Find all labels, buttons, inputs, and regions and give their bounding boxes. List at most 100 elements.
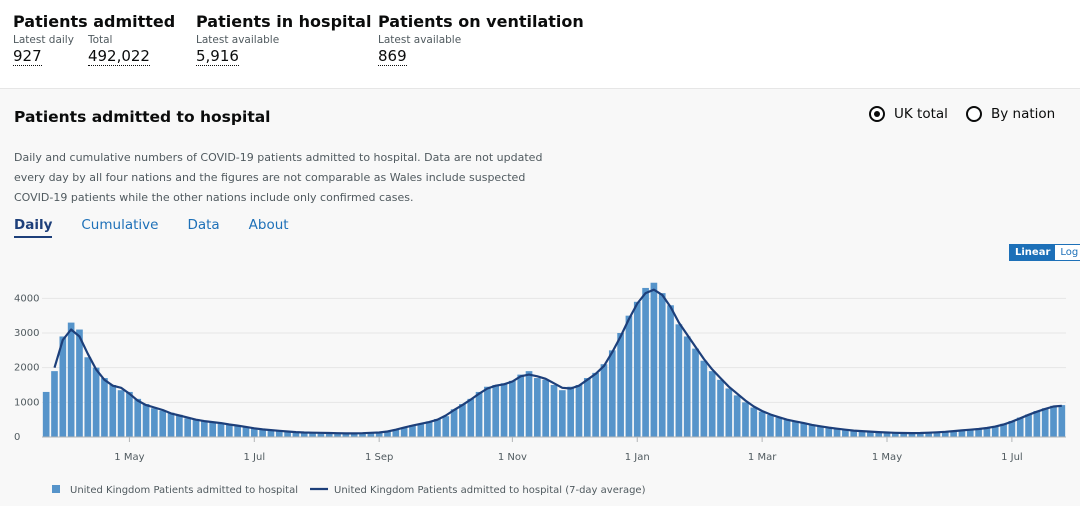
bar — [717, 379, 724, 437]
headline-stat: Patients in hospital Latest available 5,91… — [196, 12, 371, 66]
stat-cell: Total 492,022 — [87, 34, 150, 66]
bar — [267, 430, 275, 437]
bar — [126, 391, 133, 437]
scale-button[interactable]: Linear — [1010, 245, 1056, 260]
bar — [492, 385, 500, 437]
bar — [259, 429, 266, 437]
x-tick-label: 1 Mar — [748, 452, 777, 463]
bar — [850, 430, 858, 437]
tab[interactable]: Daily — [14, 217, 53, 238]
bar — [384, 431, 391, 437]
stat-label: Latest daily — [13, 34, 74, 46]
bar — [367, 432, 375, 437]
bar — [375, 432, 383, 437]
x-tick-label: 1 Nov — [498, 452, 527, 463]
bar — [650, 282, 658, 437]
bar — [908, 433, 916, 437]
stat-value[interactable]: 492,022 — [87, 47, 150, 66]
bar — [575, 385, 583, 437]
y-tick-label: 0 — [14, 432, 20, 443]
y-tick-label: 3000 — [14, 328, 39, 339]
bar — [867, 431, 874, 437]
tab[interactable]: About — [248, 217, 289, 233]
stat-label: Latest available — [196, 34, 280, 46]
bar — [101, 378, 108, 437]
bar — [1000, 423, 1007, 437]
average-line — [53, 288, 1062, 435]
stat-value[interactable]: 927 — [13, 47, 42, 66]
bar — [425, 421, 433, 437]
x-tick-label: 1 Jan — [625, 452, 650, 463]
bar — [467, 398, 475, 437]
bar — [509, 380, 516, 437]
bar — [700, 360, 708, 437]
bar — [958, 430, 966, 437]
bar — [1016, 417, 1024, 437]
bar — [459, 404, 466, 437]
radio-option[interactable]: UK total — [869, 106, 948, 122]
legend-label: United Kingdom Patients admitted to hosp… — [70, 485, 298, 496]
description: Daily and cumulative numbers of COVID-19… — [14, 151, 543, 204]
scale-toggle: Linear Log — [1009, 244, 1080, 261]
stat-label: Total — [87, 34, 113, 46]
bar — [309, 432, 316, 437]
bar — [742, 402, 749, 437]
bar — [292, 431, 300, 437]
bar — [567, 386, 574, 437]
bar — [758, 411, 766, 437]
bar — [234, 425, 241, 437]
bar — [1025, 414, 1032, 437]
scale-button[interactable]: Log — [1055, 245, 1080, 260]
bar — [775, 417, 783, 437]
bar — [950, 430, 957, 437]
bar — [434, 418, 441, 437]
stat-cell: Latest available 869 — [378, 34, 461, 66]
bar — [209, 421, 216, 437]
bar — [59, 336, 67, 437]
x-tick-label: 1 May — [872, 452, 902, 463]
bar — [450, 409, 458, 437]
bar — [525, 371, 533, 437]
bar — [350, 433, 358, 437]
headline-stat: Patients admitted Latest daily 927 Total 492… — [13, 12, 175, 66]
panel-title: Patients admitted to hospital — [14, 108, 271, 126]
bar — [991, 426, 999, 437]
x-tick-label: 1 Jul — [1001, 452, 1023, 463]
bar — [67, 322, 75, 437]
bar — [225, 424, 233, 437]
x-tick-label: 1 May — [114, 452, 144, 463]
bar — [617, 333, 624, 437]
bar — [625, 315, 633, 437]
stat-value[interactable]: 5,916 — [196, 47, 239, 66]
tab[interactable]: Data — [187, 217, 220, 233]
bar — [359, 433, 366, 437]
bar — [667, 305, 674, 437]
stat-value[interactable]: 869 — [378, 47, 407, 66]
bar — [400, 427, 408, 437]
bar — [92, 367, 100, 437]
bar — [550, 385, 558, 437]
bar — [708, 371, 716, 437]
headline-stat: Patients on ventilation Latest available 8… — [378, 12, 584, 66]
stat-title: Patients admitted — [13, 12, 176, 31]
bar — [184, 418, 192, 437]
bar — [151, 408, 158, 437]
tab[interactable]: Cumulative — [81, 217, 159, 233]
bar — [176, 414, 183, 437]
bar — [783, 420, 791, 437]
bar — [275, 430, 283, 437]
bar — [1033, 411, 1041, 437]
bar — [142, 404, 150, 437]
radio-label: By nation — [991, 106, 1056, 122]
bar — [517, 374, 525, 437]
bar — [417, 424, 425, 437]
radio-label: UK total — [894, 106, 948, 122]
bar — [534, 378, 541, 437]
bar — [767, 414, 774, 437]
radio-option[interactable]: By nation — [966, 106, 1055, 122]
bar — [500, 383, 508, 437]
headline-strip: Patients admitted Latest daily 927 Total 492… — [0, 0, 1080, 89]
stat-cell: Latest available 5,916 — [196, 34, 279, 66]
bar — [250, 427, 258, 437]
